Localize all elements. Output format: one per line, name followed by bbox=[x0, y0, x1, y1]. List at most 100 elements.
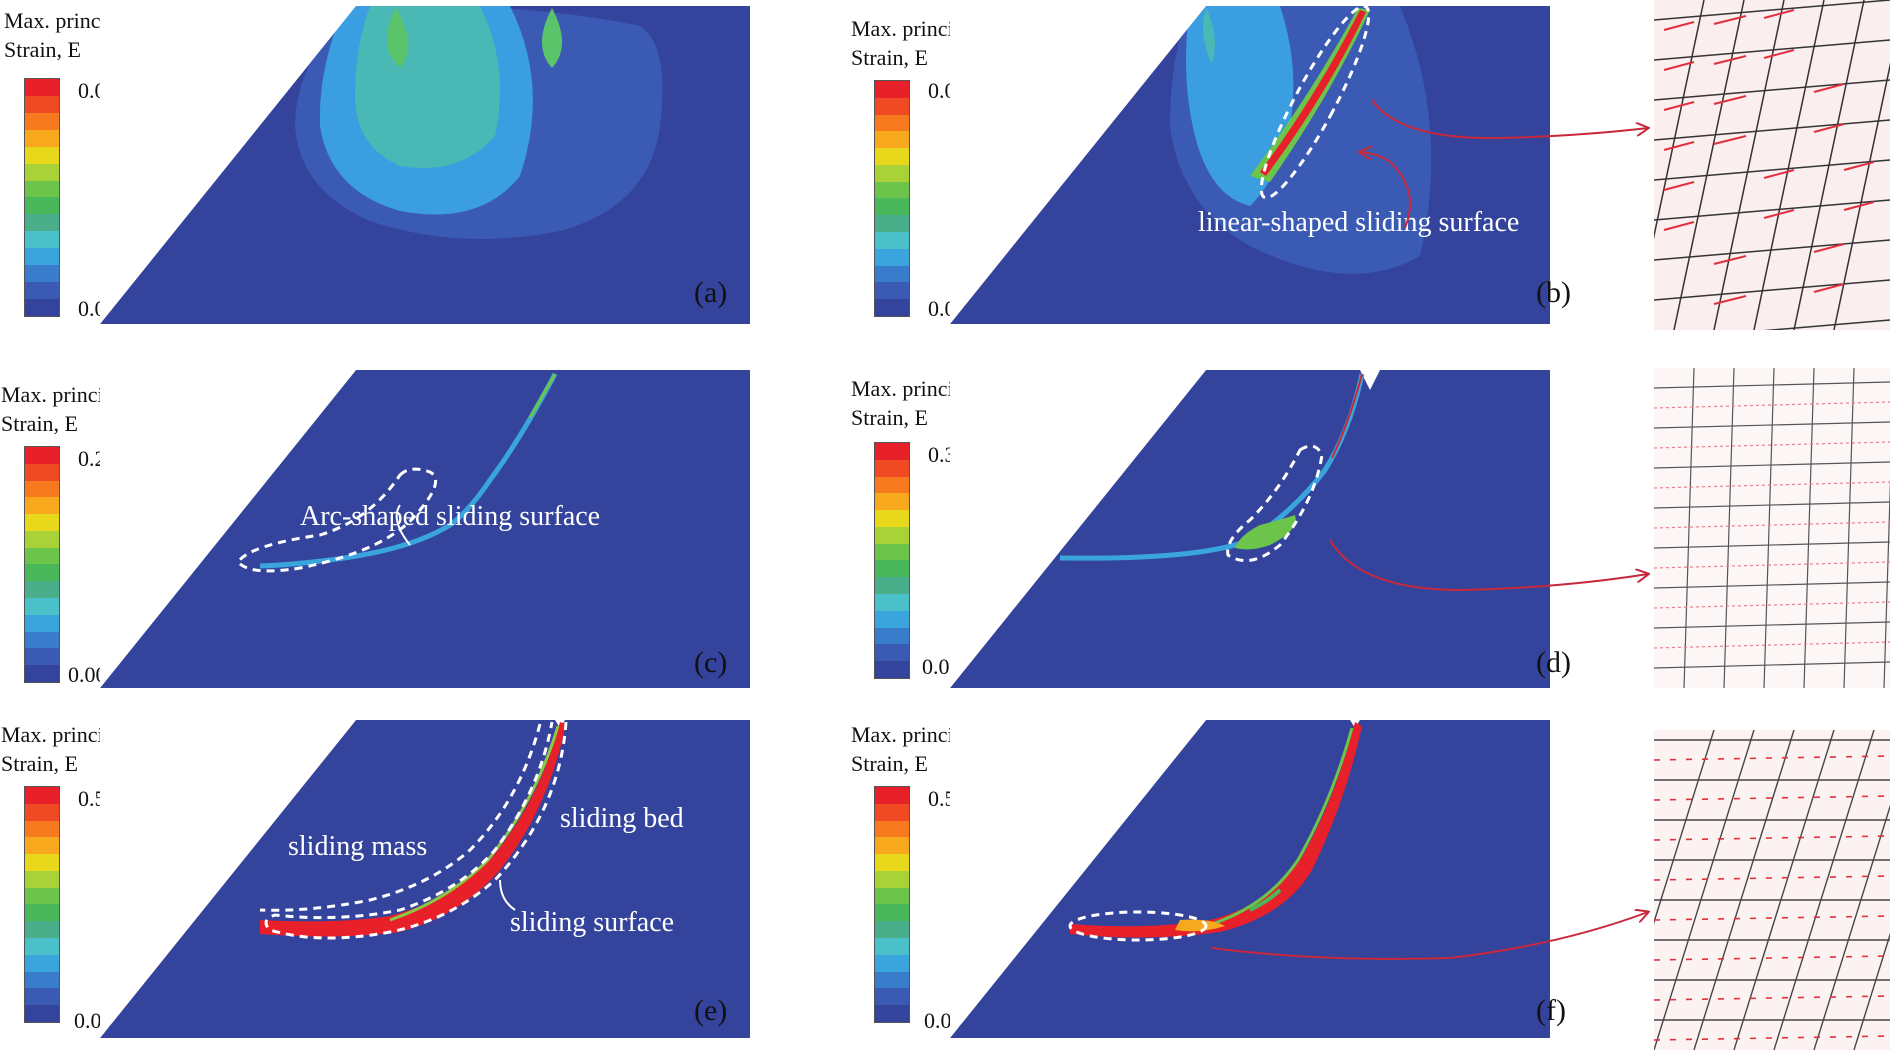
color-scale-swatch bbox=[25, 214, 59, 232]
color-scale-swatch bbox=[875, 148, 909, 165]
color-scale-swatch bbox=[875, 577, 909, 595]
sliding-bed-annotation: sliding bed bbox=[560, 803, 684, 834]
dashed-outline-inner bbox=[259, 723, 542, 912]
color-scale-swatch bbox=[875, 459, 909, 477]
panel-label: (c) bbox=[694, 646, 728, 679]
slope-body bbox=[950, 370, 1550, 688]
sliding-surface-annotation: linear-shaped sliding surface bbox=[1198, 207, 1520, 238]
scale-max-value: 0.5 bbox=[78, 786, 106, 811]
color-scale-swatch bbox=[875, 493, 909, 511]
color-scale-swatch bbox=[875, 265, 909, 283]
color-scale-swatch bbox=[25, 870, 59, 888]
color-scale-swatch bbox=[25, 854, 59, 871]
panel-label: (d) bbox=[1536, 646, 1571, 679]
mesh-detail-middle bbox=[1654, 368, 1890, 688]
color-scale-swatch bbox=[25, 614, 59, 632]
high-strain-zone bbox=[1235, 515, 1296, 550]
sliding-band-core bbox=[1260, 10, 1366, 176]
color-scale-swatch bbox=[875, 164, 909, 182]
legend-title: Max. principal Strain, E bbox=[1, 722, 131, 776]
arrow-f-to-mesh bbox=[1211, 912, 1648, 960]
scale-max-value: 0.3 bbox=[928, 442, 956, 467]
color-scale-swatch bbox=[875, 476, 909, 494]
color-scale-swatch bbox=[875, 543, 909, 561]
color-scale-swatch bbox=[25, 921, 59, 939]
mesh-detail-bottom bbox=[1654, 730, 1890, 1050]
color-scale-swatch bbox=[875, 594, 909, 611]
slope-body bbox=[100, 370, 750, 688]
panel-label: (b) bbox=[1536, 276, 1571, 309]
color-scale-swatch bbox=[25, 665, 59, 682]
dashed-outline-outer bbox=[264, 721, 568, 940]
color-scale-swatch bbox=[875, 560, 909, 578]
color-scale-swatch bbox=[25, 112, 59, 130]
color-scale-swatch bbox=[25, 887, 59, 905]
color-scale-swatch bbox=[25, 803, 59, 821]
color-scale-swatch bbox=[875, 1005, 909, 1022]
high-strain-zone bbox=[1175, 919, 1225, 932]
panel-e: Max. principal Strain, E 0.5 0.00 slidin… bbox=[0, 700, 760, 1040]
color-scale-swatch bbox=[875, 610, 909, 628]
panel-c: Max. principal Strain, E 0.2 0.00 Arc-sh… bbox=[0, 350, 760, 690]
sliding-band bbox=[1070, 722, 1362, 938]
color-scale-swatch bbox=[25, 904, 59, 922]
strain-peak-right bbox=[542, 8, 562, 68]
color-scale-swatch bbox=[25, 1005, 59, 1022]
dashed-outline bbox=[236, 467, 438, 573]
color-scale-swatch bbox=[875, 526, 909, 544]
color-scale-swatch bbox=[25, 547, 59, 565]
color-scale-swatch bbox=[25, 282, 59, 299]
strain-peak-left bbox=[386, 8, 409, 68]
panel-label: (e) bbox=[694, 994, 728, 1027]
arrow-b-annotation bbox=[1360, 152, 1411, 229]
color-scale-swatch bbox=[25, 248, 59, 266]
color-scale-swatch bbox=[875, 215, 909, 233]
sliding-surface-line bbox=[1059, 373, 1365, 561]
color-scale-swatch bbox=[875, 510, 909, 527]
color-scale-swatch bbox=[875, 971, 909, 989]
color-scale-swatch bbox=[25, 530, 59, 548]
panel-label: (f) bbox=[1536, 994, 1566, 1027]
color-scale-swatch bbox=[25, 564, 59, 582]
color-scale-swatch bbox=[875, 938, 909, 955]
color-scale-swatch bbox=[875, 644, 909, 662]
color-scale-swatch bbox=[875, 282, 909, 300]
strain-contour-model-a bbox=[100, 6, 750, 326]
color-scale-bar bbox=[24, 786, 60, 1023]
color-scale-bar bbox=[874, 786, 910, 1023]
color-scale-swatch bbox=[25, 146, 59, 164]
color-scale-swatch bbox=[875, 661, 909, 678]
color-scale-swatch bbox=[25, 447, 59, 464]
color-scale-swatch bbox=[25, 971, 59, 989]
color-scale-swatch bbox=[875, 627, 909, 645]
color-scale-swatch bbox=[25, 129, 59, 147]
color-scale-swatch bbox=[875, 232, 909, 249]
arrow-d-to-mesh bbox=[1329, 539, 1648, 592]
color-scale-swatch bbox=[25, 497, 59, 515]
scale-max-value: 0.2 bbox=[78, 446, 106, 471]
dashed-outline bbox=[1068, 910, 1208, 942]
color-scale-swatch bbox=[25, 480, 59, 498]
panel-d: Max. principal Strain, E 0.3 0.00 (d) bbox=[850, 350, 1610, 690]
color-scale-swatch bbox=[25, 988, 59, 1006]
color-scale-swatch bbox=[25, 197, 59, 215]
color-scale-swatch bbox=[875, 248, 909, 266]
color-scale-swatch bbox=[25, 954, 59, 972]
color-scale-swatch bbox=[25, 938, 59, 955]
color-scale-swatch bbox=[875, 181, 909, 199]
color-scale-bar bbox=[24, 446, 60, 683]
color-scale-swatch bbox=[875, 870, 909, 888]
color-scale-swatch bbox=[875, 887, 909, 905]
panel-label: (a) bbox=[694, 276, 728, 309]
panel-a: Max. principal Strain, E 0.005 0.00 (a) bbox=[0, 0, 760, 330]
color-scale-bar bbox=[874, 80, 910, 317]
color-scale-swatch bbox=[25, 648, 59, 666]
sliding-mass-annotation: sliding mass bbox=[288, 831, 428, 862]
color-scale-swatch bbox=[25, 787, 59, 804]
strain-zone-inner bbox=[1203, 8, 1215, 64]
color-scale-swatch bbox=[875, 837, 909, 855]
color-scale-swatch bbox=[25, 514, 59, 531]
color-scale-swatch bbox=[25, 837, 59, 855]
panel-b: Max. principal Strain, E 0.01 0.00 linea… bbox=[850, 0, 1610, 330]
